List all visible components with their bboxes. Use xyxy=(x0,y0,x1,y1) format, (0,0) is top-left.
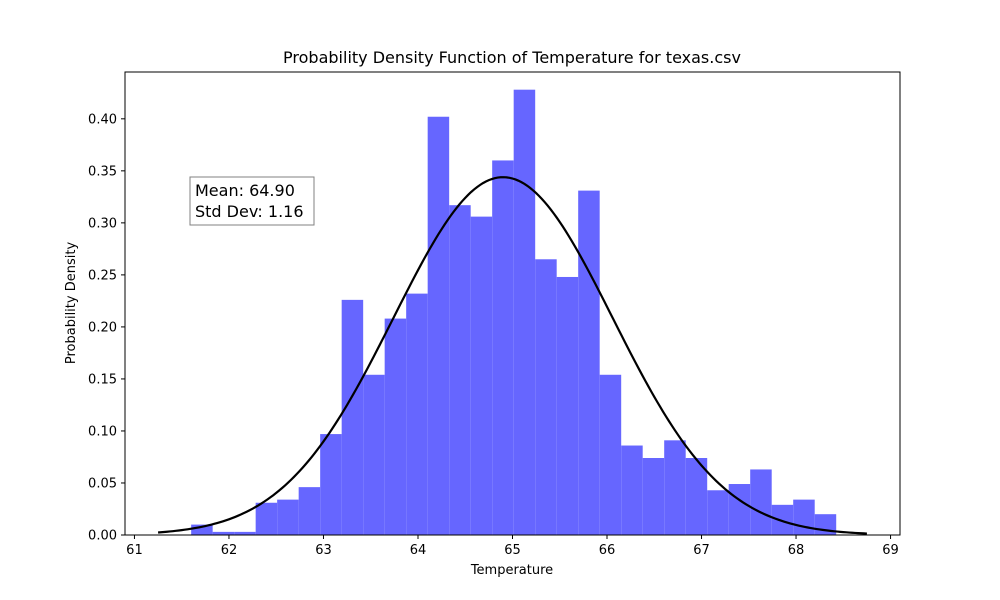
histogram-bar xyxy=(277,499,299,535)
x-tick-label: 68 xyxy=(788,543,805,558)
histogram-bar xyxy=(556,276,579,535)
pdf-curve xyxy=(157,176,867,535)
stats-box: Mean: 64.90 Std Dev: 1.16 xyxy=(189,176,315,226)
histogram-bar xyxy=(470,216,493,535)
histogram-bar xyxy=(664,440,686,535)
histogram-bar xyxy=(320,434,342,535)
histogram-bar xyxy=(728,484,751,535)
histogram-bar xyxy=(535,259,557,535)
histogram-bar xyxy=(578,190,600,535)
y-tick-label: 0.20 xyxy=(88,320,117,335)
histogram-bar xyxy=(707,490,729,535)
histogram-bar xyxy=(492,160,514,535)
x-tick-label: 62 xyxy=(221,543,238,558)
x-tick-label: 69 xyxy=(882,543,899,558)
histogram-bar xyxy=(255,502,278,535)
y-tick-label: 0.05 xyxy=(88,476,117,491)
y-tick-label: 0.15 xyxy=(88,372,117,387)
histogram-bar xyxy=(793,499,815,535)
x-axis-ticks: 61 62 63 64 65 66 67 68 69 xyxy=(126,535,899,558)
x-tick-label: 67 xyxy=(693,543,710,558)
y-tick-label: 0.10 xyxy=(88,424,117,439)
chart-title: Probability Density Function of Temperat… xyxy=(283,48,741,67)
histogram-bar xyxy=(449,205,471,535)
x-tick-label: 65 xyxy=(504,543,521,558)
y-tick-label: 0.00 xyxy=(88,529,117,544)
histogram-bar xyxy=(341,299,364,535)
y-axis-ticks: 0.00 0.05 0.10 0.15 0.20 0.25 0.30 0.35 0.40 xyxy=(88,112,125,544)
stats-mean: Mean: 64.90 xyxy=(195,181,295,200)
y-tick-label: 0.25 xyxy=(88,268,117,283)
histogram-bar xyxy=(191,524,213,535)
histogram-bar xyxy=(298,487,321,535)
histogram-bar xyxy=(363,374,385,535)
y-tick-label: 0.40 xyxy=(88,112,117,127)
y-tick-label: 0.35 xyxy=(88,164,117,179)
histogram-bar xyxy=(406,293,428,535)
histogram-bar xyxy=(642,458,665,535)
histogram-bar xyxy=(685,458,708,535)
histogram-bar xyxy=(234,531,256,535)
histogram-bar xyxy=(599,374,622,535)
x-tick-label: 64 xyxy=(410,543,427,558)
histogram-bar xyxy=(621,445,643,535)
histogram-bar xyxy=(513,89,536,536)
y-axis-label: Probability Density xyxy=(64,242,79,365)
stats-std: Std Dev: 1.16 xyxy=(195,202,304,221)
x-tick-label: 61 xyxy=(126,543,143,558)
y-tick-label: 0.30 xyxy=(88,216,117,231)
histogram-bar xyxy=(384,318,407,535)
x-tick-label: 63 xyxy=(315,543,332,558)
histogram-bar xyxy=(750,469,772,535)
histogram-bar xyxy=(427,116,450,536)
histogram-bar xyxy=(771,504,794,535)
x-axis-label: Temperature xyxy=(470,563,553,578)
x-tick-label: 66 xyxy=(599,543,616,558)
histogram-bars xyxy=(191,89,837,536)
stats-box-frame xyxy=(189,176,315,226)
histogram-bar xyxy=(212,531,235,535)
